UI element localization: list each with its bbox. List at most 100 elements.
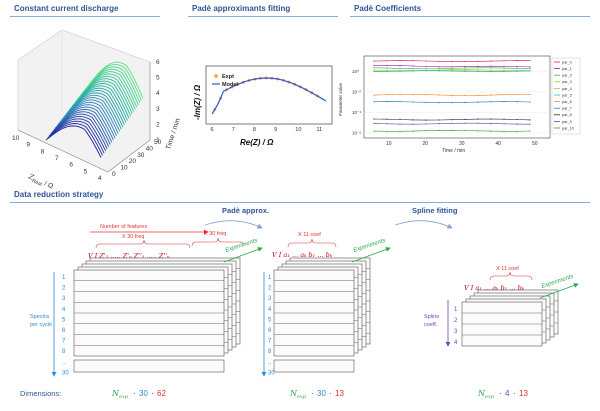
spline-fitting-label: Spline fitting [412, 206, 458, 215]
freq-brace-a [95, 239, 191, 249]
surface-line [48, 120, 105, 154]
plot3d-z-axis [107, 139, 151, 173]
coef-legend-item: par_2 [562, 74, 572, 78]
row-number: 30 [62, 370, 69, 376]
surface-line [64, 97, 121, 132]
row-number: 1 [62, 275, 66, 281]
coef-x-tick: 30 [459, 141, 465, 147]
surface-line [45, 125, 102, 158]
plot3d-y-tick: 6 [156, 59, 160, 66]
surface-line [50, 118, 107, 152]
row-number: 4 [268, 307, 272, 313]
block1-stack [73, 257, 241, 373]
row-number: 6 [62, 328, 66, 334]
coef-legend-item: par_6 [562, 100, 572, 104]
block2-stack [273, 257, 371, 373]
plot3d-z-tick: 50 [154, 139, 162, 146]
row-number: 1 [268, 275, 272, 281]
row-number: 2 [454, 318, 458, 324]
svg-text:·: · [329, 389, 332, 398]
block3-spline-coefs: X 11 coef V I a₁ ... aₖ b₁ ... bₖ Experi… [424, 266, 579, 347]
surface-line [51, 115, 108, 150]
coef-series-par_9 [373, 122, 531, 125]
fit-x-tick: 6 [211, 127, 214, 133]
row-number: 4 [62, 307, 66, 313]
coef-y-tick: 10⁻⁶ [352, 130, 361, 135]
surface-line [58, 106, 114, 141]
pade-approx-label: Padè approx. [222, 206, 269, 215]
row-number: 30 [268, 370, 275, 376]
coef-x-label: Time / min [442, 148, 465, 154]
plot3d-x-label: ZReal / Ω [25, 172, 54, 192]
row-number: 4 [454, 340, 458, 346]
surface-line [56, 108, 113, 143]
fit-x-label: Re(Z) / Ω [240, 138, 274, 147]
plot3d-x-tick: 6 [69, 162, 73, 169]
coef-series-lines [373, 60, 531, 132]
discharge-title-rule [10, 16, 160, 17]
pade-fit-title: Padè approximants fitting [192, 4, 291, 13]
row-number: 7 [62, 339, 66, 345]
coef-y-tick: 10⁻⁴ [352, 110, 361, 115]
row-number: 5 [62, 317, 66, 323]
surface-line [87, 61, 144, 99]
row-number: 6 [268, 328, 272, 334]
row-number: 5 [268, 317, 272, 323]
svg-text:·: · [133, 389, 136, 398]
legend-model: Model [222, 82, 238, 88]
coef-series-par_10 [373, 129, 531, 132]
block2-header: V I a₁ ... aₖ b₁ ... bₖ [272, 251, 333, 259]
svg-text:4: 4 [505, 389, 510, 398]
plot3d-z-tick: 40 [146, 145, 154, 152]
svg-text:30: 30 [139, 389, 148, 398]
svg-text:·: · [151, 389, 154, 398]
plot3d-z-tick: 10 [120, 165, 128, 172]
surface-line [62, 99, 119, 134]
svg-text:N: N [289, 389, 298, 398]
coef-series-par_2 [373, 67, 531, 70]
coef-legend-item: par_7 [562, 107, 572, 111]
block3-header: V I a₁ ... aₖ b₁ ... bₖ [464, 284, 525, 292]
pade-coef-title: Padè Coefficients [354, 4, 422, 13]
strategy-title: Data reduction strategy [14, 190, 104, 199]
plot3d-z-label: Time / min [165, 118, 182, 151]
surface-line [59, 104, 116, 139]
svg-text:exp: exp [297, 394, 307, 400]
coef-x-tick: 20 [423, 141, 429, 147]
experiments-arrow-2 [351, 247, 391, 263]
dims-block1: N exp · 30 · 62 [111, 389, 166, 400]
plot3d-y-tick: 5 [156, 75, 160, 82]
spline-label-1: Spline [424, 314, 439, 320]
dims-block2: N exp · 30 · 13 [289, 389, 344, 400]
coef-y-tick: 10⁻² [352, 89, 361, 94]
spline-label-2: coeff. [424, 322, 438, 328]
fit-plot-frame [205, 65, 333, 125]
svg-text:30: 30 [317, 389, 326, 398]
surface-line [61, 101, 118, 136]
coef-legend-item: par_8 [562, 113, 572, 117]
block1-header: V I Z'₁ ..... Z'ₙ Z''₁ ..... Z''ₙ [88, 252, 170, 260]
coef-brace-3 [489, 271, 533, 281]
coef-y-tick: 10⁰ [352, 69, 359, 74]
surface-line [55, 111, 111, 145]
model-curve [211, 77, 327, 115]
pade-transition-arrow [204, 220, 263, 229]
block2-row-numbers: 1 2 3 4 5 6 7 8.. 30 [268, 275, 275, 376]
coef-series-par_8 [373, 118, 531, 121]
coef-series-par_7 [373, 101, 531, 103]
fit-x-tick: 9 [274, 127, 277, 133]
plot3d-x-axis [17, 129, 109, 173]
experiments-arrow-3 [539, 283, 579, 299]
row-number: 8 [62, 349, 66, 355]
plot3d-x-tick: 9 [26, 142, 30, 149]
plot3d-y-tick: 1 [156, 137, 160, 144]
block2-pade-coefs: X 11 coef V I a₁ ... aₖ b₁ ... bₖ Experi… [261, 232, 391, 377]
x11-coef-2: X 11 coef [298, 232, 321, 238]
svg-text:N: N [111, 389, 120, 398]
spectra-label-1: Spectra [30, 314, 50, 320]
surface-line [65, 94, 122, 130]
plot3d-z-tick: 20 [129, 158, 137, 165]
legend-expt: Expt [222, 74, 234, 80]
coef-x-tick: 50 [532, 141, 538, 147]
